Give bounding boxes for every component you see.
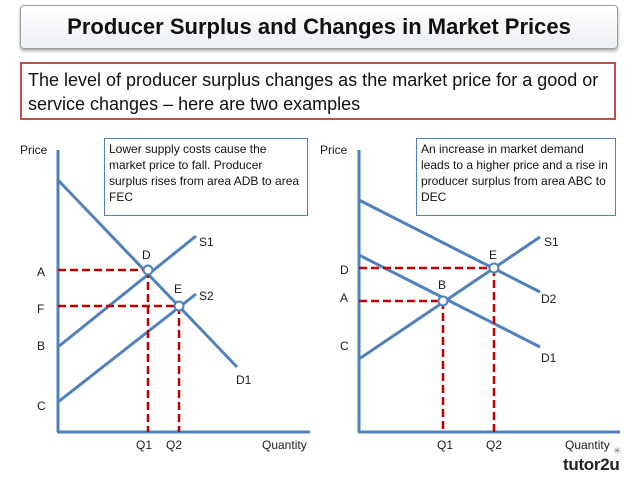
left-label-a: A	[37, 265, 45, 279]
left-label-s2: S2	[199, 289, 214, 303]
left-label-point-d: D	[142, 248, 151, 262]
right-y-axis-label: Price	[320, 143, 348, 157]
left-supply-curve-s2	[57, 292, 197, 404]
left-point-e-marker	[173, 300, 185, 312]
left-label-s1: S1	[199, 235, 214, 249]
page-title: Producer Surplus and Changes in Market P…	[20, 5, 618, 49]
right-note-box: An increase in market demand leads to a …	[416, 138, 616, 216]
right-demand-curve-d2	[358, 198, 541, 294]
left-label-f: F	[37, 302, 44, 316]
left-label-c: C	[37, 399, 46, 413]
left-y-axis-label: Price	[20, 143, 48, 157]
logo-star-icon: ✳	[613, 446, 622, 457]
right-label-q2: Q2	[486, 438, 502, 452]
left-supply-curve-s1	[57, 234, 197, 349]
left-diagram: Price Quantity S1 S2 D1 D E A F B C Q1 Q…	[20, 143, 310, 452]
subtitle: The level of producer surplus changes as…	[20, 62, 616, 120]
left-note-box: Lower supply costs cause the market pric…	[104, 138, 308, 216]
right-demand-curve-d1	[358, 253, 541, 349]
right-label-point-e: E	[489, 248, 497, 262]
right-label-q1: Q1	[437, 438, 453, 452]
right-supply-curve-s1	[358, 235, 541, 361]
tutor2u-logo: tutor2u	[563, 455, 620, 474]
left-label-point-e: E	[174, 282, 182, 296]
right-label-point-b: B	[438, 278, 446, 292]
left-label-q1: Q1	[136, 438, 152, 452]
right-label-a: A	[340, 291, 348, 305]
right-label-d1: D1	[541, 351, 557, 365]
right-label-s1: S1	[544, 235, 559, 249]
right-point-e-marker	[488, 262, 500, 274]
right-label-d2: D2	[541, 292, 557, 306]
right-label-d: D	[340, 263, 349, 277]
right-x-axis-label: Quantity	[565, 438, 610, 452]
right-label-c: C	[340, 339, 349, 353]
left-point-d-marker	[142, 264, 154, 276]
left-label-d1: D1	[236, 373, 252, 387]
left-label-b: B	[37, 339, 45, 353]
left-label-q2: Q2	[166, 438, 182, 452]
left-x-axis-label: Quantity	[262, 438, 307, 452]
right-point-b-marker	[437, 295, 449, 307]
right-diagram: Price Quantity S1 D2 D1 E B D A C Q1 Q2	[320, 143, 620, 452]
